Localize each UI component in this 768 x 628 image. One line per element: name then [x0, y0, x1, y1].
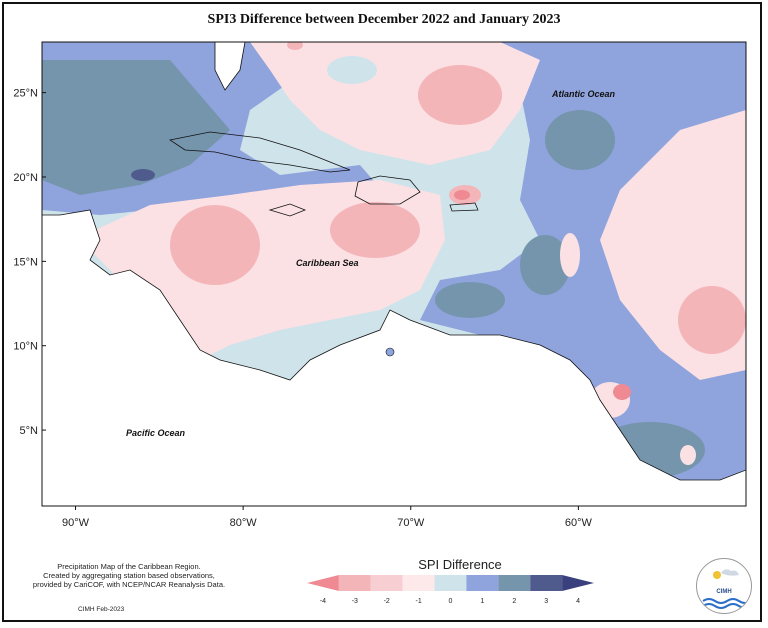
- coast-jamaica: [268, 203, 307, 217]
- legend-color-segment: [498, 575, 531, 591]
- longitude-axis: 90°W 80°W 70°W 60°W: [62, 506, 592, 529]
- coast-cuba: [168, 131, 351, 173]
- logo-text: CIMH: [716, 589, 732, 595]
- legend-tick-label: -4: [320, 598, 326, 605]
- cimh-logo: CIMH: [696, 558, 752, 614]
- dry-zone-caribbean-core: [330, 202, 420, 258]
- credit-text: Precipitation Map of the Caribbean Regio…: [14, 562, 244, 589]
- dry-zone-atlantic-core: [418, 65, 502, 125]
- very-wet-zone-gulf: [42, 60, 230, 195]
- coast-puerto-rico: [449, 202, 479, 212]
- credit-date: CIMH Feb-2023: [78, 606, 125, 613]
- lat-tick-label: 25°N: [13, 88, 38, 100]
- map-title: SPI3 Difference between December 2022 an…: [207, 12, 561, 27]
- extreme-wet-spot: [131, 169, 155, 181]
- legend-color-segment: [562, 575, 594, 591]
- legend-color-segment: [402, 575, 435, 591]
- credit-line-1: Precipitation Map of the Caribbean Regio…: [57, 562, 201, 571]
- strong-dry-puerto-rico: [454, 190, 470, 200]
- lon-tick-label: 70°W: [397, 517, 425, 529]
- neutral-spot-north: [327, 56, 377, 84]
- legend-tick-label: 0: [449, 598, 453, 605]
- legend-tick-label: -3: [352, 598, 358, 605]
- very-wet-zone-lesser-antilles: [520, 235, 570, 295]
- legend-color-segment: [434, 575, 467, 591]
- legend-color-segment: [530, 575, 563, 591]
- lon-tick-label: 90°W: [62, 517, 90, 529]
- lake-maracaibo: [385, 347, 395, 357]
- lat-tick-label: 10°N: [13, 341, 38, 353]
- legend-tick-label: -2: [384, 598, 390, 605]
- lat-tick-label: 20°N: [13, 172, 38, 184]
- spi-field: [42, 42, 746, 506]
- very-wet-zone-south: [435, 282, 505, 318]
- lon-tick-label: 60°W: [565, 517, 593, 529]
- label-atlantic-ocean: Atlantic Ocean: [551, 89, 616, 99]
- legend-tick-label: 3: [544, 598, 548, 605]
- legend-color-segment: [307, 575, 339, 591]
- label-caribbean-sea: Caribbean Sea: [296, 258, 359, 268]
- lat-tick-label: 5°N: [20, 425, 39, 437]
- label-pacific-ocean: Pacific Ocean: [126, 428, 186, 438]
- legend-color-segment: [370, 575, 403, 591]
- dry-zone-guianas: [680, 445, 696, 465]
- legend-title: SPI Difference: [418, 557, 502, 572]
- strong-dry-trinidad: [613, 384, 631, 400]
- credit-line-2: Created by aggregating station based obs…: [43, 571, 215, 580]
- legend-tick-label: 1: [480, 598, 484, 605]
- land-central-south-america: [42, 209, 746, 506]
- credit-line-3: provided by CariCOF, with NCEP/NCAR Rean…: [32, 580, 226, 589]
- legend-color-segment: [466, 575, 499, 591]
- legend-color-segment: [338, 575, 371, 591]
- latitude-axis: 25°N 20°N 15°N 10°N 5°N: [13, 88, 46, 437]
- legend-tick-labels: -4 -3 -2 -1 0 1 2 3 4: [320, 598, 580, 605]
- dry-zone-windwards: [560, 233, 580, 277]
- land-florida: [214, 42, 246, 91]
- coast-hispaniola: [354, 175, 421, 205]
- lat-tick-label: 15°N: [13, 256, 38, 268]
- plot-border: [41, 41, 747, 507]
- dry-spot-florida: [287, 42, 303, 50]
- legend-tick-label: 4: [576, 598, 580, 605]
- lon-tick-label: 80°W: [230, 517, 258, 529]
- cimh-logo-icon: [702, 569, 751, 609]
- legend-tick-label: 2: [512, 598, 516, 605]
- dry-zone-east-core: [678, 286, 746, 354]
- very-wet-zone-atlantic: [545, 110, 615, 170]
- legend-tick-label: -1: [415, 598, 421, 605]
- legend-colorbar: [307, 575, 594, 591]
- dry-zone-central-america: [170, 205, 260, 285]
